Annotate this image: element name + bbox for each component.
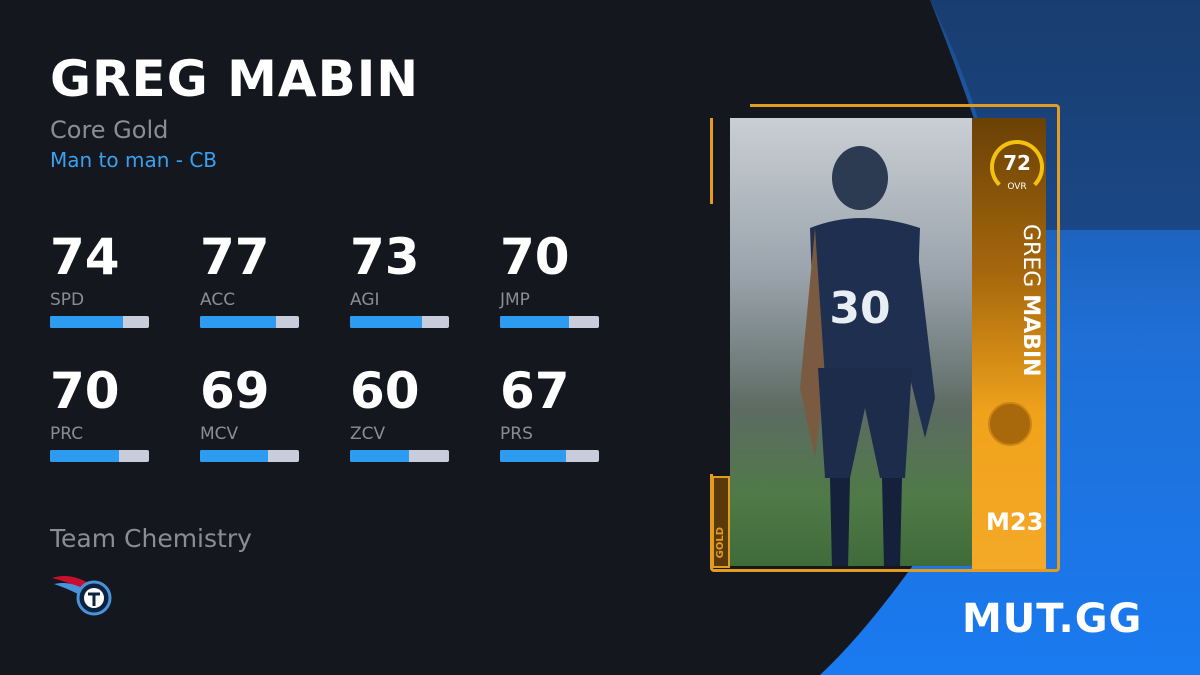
stat-label: ACC — [200, 290, 236, 310]
player-card[interactable]: 30 72 OVR GREG MABIN M23 GOLD — [710, 104, 1060, 572]
stat-value: 77 — [200, 228, 270, 286]
ovr-value: 72 — [1003, 151, 1031, 175]
stat-bar-fill — [350, 450, 410, 462]
stat-label: MCV — [200, 424, 239, 444]
stat-value: 74 — [50, 228, 120, 286]
team-chemistry-label: Team Chemistry — [50, 524, 252, 553]
stat-bar — [500, 316, 599, 328]
stat-prc: 70 PRC — [50, 366, 150, 462]
stat-label: SPD — [50, 290, 85, 310]
card-program: Core Gold — [50, 116, 169, 144]
player-photo: 30 — [730, 118, 980, 566]
stat-value: 70 — [500, 228, 570, 286]
titans-logo-icon[interactable] — [50, 570, 114, 616]
stat-bar-fill — [50, 450, 120, 462]
stat-value: 70 — [50, 362, 120, 420]
stat-value: 60 — [350, 362, 420, 420]
stat-bar-fill — [500, 450, 567, 462]
stat-value: 73 — [350, 228, 420, 286]
stat-bar — [200, 316, 299, 328]
stat-value: 67 — [500, 362, 570, 420]
overall-rating-badge: 72 OVR — [990, 140, 1044, 194]
stat-label: PRS — [500, 424, 533, 444]
tier-label: GOLD — [715, 526, 726, 558]
stat-bar — [200, 450, 299, 462]
stat-zcv: 60 ZCV — [350, 366, 450, 462]
stat-bar-fill — [200, 450, 269, 462]
card-player-name: GREG MABIN — [978, 224, 1044, 424]
stat-label: AGI — [350, 290, 380, 310]
stat-bar — [500, 450, 599, 462]
stat-label: PRC — [50, 424, 84, 444]
stat-bar-fill — [200, 316, 277, 328]
card-side-panel — [972, 118, 1046, 572]
stat-bar — [350, 450, 449, 462]
player-name: GREG MABIN — [50, 50, 420, 108]
brand-logo[interactable]: MUT.GG — [962, 596, 1143, 642]
edition-label: M23 — [986, 508, 1044, 536]
stat-jmp: 70 JMP — [500, 232, 600, 328]
card-first-name: GREG — [1018, 224, 1043, 288]
stat-mcv: 69 MCV — [200, 366, 300, 462]
stat-agi: 73 AGI — [350, 232, 450, 328]
stat-bar — [350, 316, 449, 328]
scheme-position: Man to man - CB — [50, 148, 218, 172]
stat-spd: 74 SPD — [50, 232, 150, 328]
stat-bar-fill — [500, 316, 570, 328]
stat-bar-fill — [50, 316, 124, 328]
stat-acc: 77 ACC — [200, 232, 300, 328]
stat-value: 69 — [200, 362, 270, 420]
player-figure: 30 — [800, 146, 935, 566]
stat-label: ZCV — [350, 424, 386, 444]
team-logo-icon — [988, 402, 1032, 446]
ovr-label: OVR — [1007, 182, 1027, 192]
stat-label: JMP — [500, 290, 530, 310]
tier-tag: GOLD — [712, 476, 730, 568]
stat-bar — [50, 316, 149, 328]
stat-prs: 67 PRS — [500, 366, 600, 462]
card-last-name: MABIN — [1018, 294, 1043, 377]
stat-bar-fill — [350, 316, 423, 328]
svg-text:30: 30 — [829, 283, 890, 334]
stat-bar — [50, 450, 149, 462]
